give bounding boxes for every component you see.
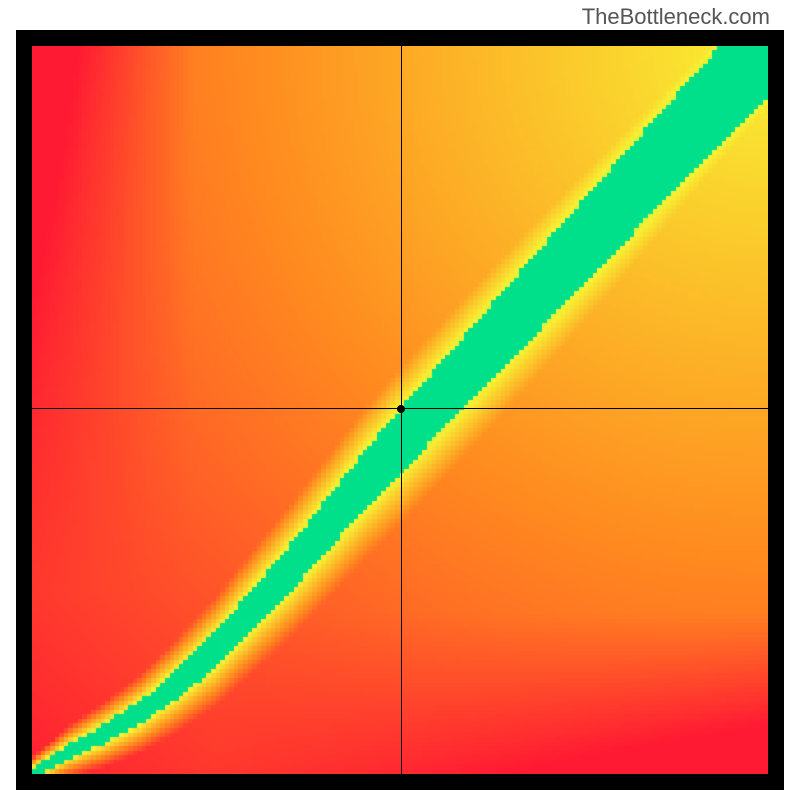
watermark-text: TheBottleneck.com bbox=[582, 4, 770, 30]
plot-area bbox=[32, 46, 768, 774]
chart-container: TheBottleneck.com bbox=[0, 0, 800, 800]
chart-frame bbox=[16, 30, 784, 790]
